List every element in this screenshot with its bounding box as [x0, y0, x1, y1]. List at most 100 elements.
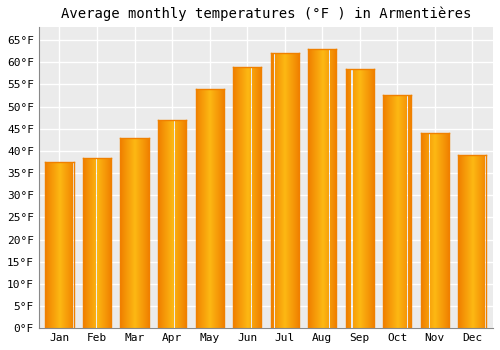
Bar — [365, 69, 366, 328]
Bar — [57, 162, 58, 328]
Bar — [397, 96, 398, 328]
Bar — [52, 162, 53, 328]
Bar — [134, 138, 135, 328]
Bar — [142, 138, 143, 328]
Bar — [293, 53, 294, 328]
Bar — [370, 69, 371, 328]
Bar — [322, 49, 324, 328]
Bar — [297, 53, 298, 328]
Bar — [460, 155, 461, 328]
Bar — [202, 89, 203, 328]
Bar — [390, 96, 391, 328]
Bar — [236, 66, 237, 328]
Bar — [399, 96, 400, 328]
Bar — [88, 158, 90, 328]
Bar — [296, 53, 297, 328]
Bar — [400, 96, 402, 328]
Bar — [320, 49, 321, 328]
Bar — [336, 49, 338, 328]
Bar — [110, 158, 111, 328]
Bar — [209, 89, 210, 328]
Bar — [356, 69, 358, 328]
Bar — [278, 53, 280, 328]
Bar — [442, 133, 443, 328]
Bar — [352, 69, 354, 328]
Bar — [92, 158, 94, 328]
Bar — [59, 162, 60, 328]
Bar — [215, 89, 216, 328]
Bar — [124, 138, 126, 328]
Bar — [388, 96, 389, 328]
Bar — [314, 49, 315, 328]
Bar — [310, 49, 311, 328]
Bar — [205, 89, 206, 328]
Bar — [396, 96, 397, 328]
Bar — [402, 96, 404, 328]
Bar — [56, 162, 57, 328]
Bar — [221, 89, 222, 328]
Bar — [200, 89, 202, 328]
Bar — [477, 155, 478, 328]
Bar — [233, 66, 234, 328]
Bar — [83, 158, 84, 328]
Bar — [164, 120, 165, 328]
Bar — [471, 155, 472, 328]
Bar — [392, 96, 393, 328]
Bar — [130, 138, 131, 328]
Bar — [109, 158, 110, 328]
Bar — [176, 120, 178, 328]
Bar — [430, 133, 432, 328]
Bar — [90, 158, 92, 328]
Bar — [242, 66, 243, 328]
Bar — [106, 158, 107, 328]
Bar — [292, 53, 293, 328]
Bar — [132, 138, 133, 328]
Bar — [139, 138, 140, 328]
Bar — [160, 120, 161, 328]
Bar — [408, 96, 410, 328]
Bar — [248, 66, 250, 328]
Bar — [234, 66, 235, 328]
Bar — [438, 133, 439, 328]
Bar — [447, 133, 448, 328]
Bar — [283, 53, 284, 328]
Bar — [328, 49, 330, 328]
Bar — [182, 120, 183, 328]
Bar — [282, 53, 283, 328]
Bar — [360, 69, 361, 328]
Bar — [291, 53, 292, 328]
Bar — [162, 120, 163, 328]
Bar — [261, 66, 262, 328]
Bar — [316, 49, 317, 328]
Bar — [309, 49, 310, 328]
Bar — [464, 155, 465, 328]
Bar — [462, 155, 463, 328]
Bar — [321, 49, 322, 328]
Bar — [312, 49, 313, 328]
Bar — [172, 120, 174, 328]
Bar — [240, 66, 241, 328]
Bar — [140, 138, 141, 328]
Bar — [122, 138, 124, 328]
Bar — [387, 96, 388, 328]
Bar — [98, 158, 100, 328]
Bar — [330, 49, 332, 328]
Bar — [391, 96, 392, 328]
Bar — [432, 133, 434, 328]
Bar — [250, 66, 252, 328]
Bar — [371, 69, 372, 328]
Bar — [54, 162, 55, 328]
Bar — [256, 66, 258, 328]
Bar — [444, 133, 445, 328]
Bar — [313, 49, 314, 328]
Bar — [424, 133, 426, 328]
Bar — [186, 120, 187, 328]
Bar — [64, 162, 65, 328]
Bar — [334, 49, 336, 328]
Bar — [185, 120, 186, 328]
Bar — [318, 49, 319, 328]
Bar — [280, 53, 281, 328]
Bar — [170, 120, 172, 328]
Bar — [219, 89, 220, 328]
Bar — [166, 120, 168, 328]
